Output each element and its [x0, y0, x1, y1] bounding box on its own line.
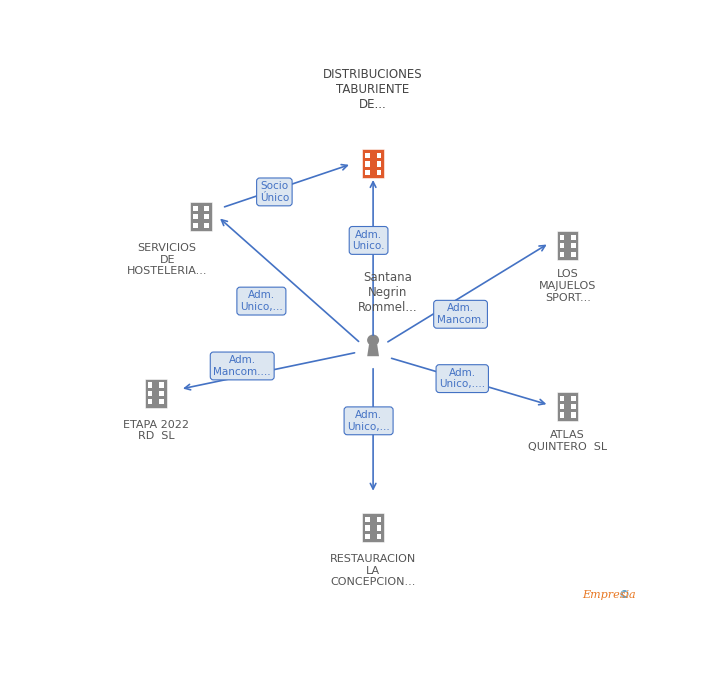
Bar [571, 243, 576, 249]
Bar [571, 395, 576, 401]
Bar [376, 534, 381, 539]
Bar [159, 390, 164, 396]
Bar [148, 382, 152, 388]
Bar [365, 170, 370, 175]
Text: DISTRIBUCIONES
TABURIENTE
DE...: DISTRIBUCIONES TABURIENTE DE... [323, 68, 423, 111]
Bar [376, 525, 381, 530]
Bar [193, 214, 197, 219]
Bar [376, 170, 381, 175]
Text: ATLAS
QUINTERO  SL: ATLAS QUINTERO SL [529, 430, 607, 452]
Text: ©: © [619, 590, 630, 600]
Bar [145, 379, 167, 408]
Bar [560, 235, 564, 240]
Bar [560, 395, 564, 401]
Text: ETAPA 2022
RD  SL: ETAPA 2022 RD SL [123, 420, 189, 441]
Text: Socio
Único: Socio Único [260, 181, 289, 203]
Bar [190, 202, 212, 232]
Text: Empresia: Empresia [582, 590, 636, 600]
Bar [365, 534, 370, 539]
Text: SERVICIOS
DE
HOSTELERIA...: SERVICIOS DE HOSTELERIA... [127, 243, 207, 276]
Bar [557, 232, 579, 260]
Bar [205, 223, 209, 227]
Bar [560, 412, 564, 418]
Bar [159, 399, 164, 404]
Bar [159, 382, 164, 388]
Bar [148, 390, 152, 396]
Text: Adm.
Unico.: Adm. Unico. [352, 229, 385, 251]
Bar [365, 162, 370, 166]
Text: Adm.
Unico,....: Adm. Unico,.... [439, 368, 486, 390]
Bar [205, 214, 209, 219]
Bar [363, 513, 384, 543]
Text: LOS
MAJUELOS
SPORT...: LOS MAJUELOS SPORT... [539, 269, 596, 303]
Bar [571, 412, 576, 418]
Bar [376, 517, 381, 522]
Bar [376, 162, 381, 166]
Bar [205, 206, 209, 211]
Circle shape [367, 334, 379, 346]
Text: Adm.
Mancom.: Adm. Mancom. [437, 303, 484, 325]
Bar [193, 223, 197, 227]
Text: Adm.
Mancom....: Adm. Mancom.... [213, 355, 271, 377]
Bar [363, 149, 384, 179]
Text: Santana
Negrin
Rommel...: Santana Negrin Rommel... [357, 271, 417, 314]
Text: Adm.
Unico,...: Adm. Unico,... [240, 290, 282, 312]
Bar [571, 404, 576, 409]
Bar [365, 153, 370, 158]
Bar [560, 404, 564, 409]
Bar [571, 251, 576, 257]
Text: RESTAURACION
LA
CONCEPCION...: RESTAURACION LA CONCEPCION... [330, 554, 416, 588]
Bar [560, 251, 564, 257]
Bar [365, 525, 370, 530]
Polygon shape [367, 344, 379, 356]
Bar [560, 243, 564, 249]
Bar [376, 153, 381, 158]
Bar [571, 235, 576, 240]
Text: Adm.
Unico,...: Adm. Unico,... [347, 410, 390, 432]
Bar [148, 399, 152, 404]
Bar [557, 392, 579, 421]
Bar [193, 206, 197, 211]
Bar [365, 517, 370, 522]
